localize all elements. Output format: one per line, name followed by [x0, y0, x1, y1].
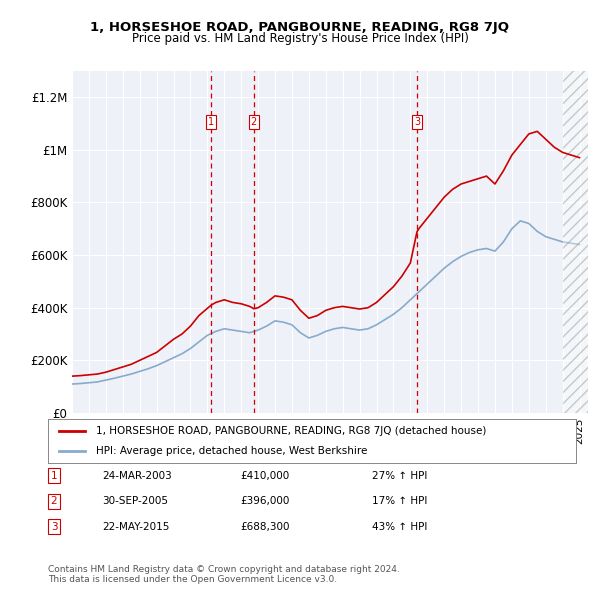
Text: £396,000: £396,000	[240, 496, 289, 506]
Text: 24-MAR-2003: 24-MAR-2003	[102, 471, 172, 481]
Text: Contains HM Land Registry data © Crown copyright and database right 2024.
This d: Contains HM Land Registry data © Crown c…	[48, 565, 400, 584]
Text: Price paid vs. HM Land Registry's House Price Index (HPI): Price paid vs. HM Land Registry's House …	[131, 32, 469, 45]
Text: 30-SEP-2005: 30-SEP-2005	[102, 496, 168, 506]
Text: £688,300: £688,300	[240, 522, 290, 532]
Text: 3: 3	[414, 117, 420, 127]
Text: HPI: Average price, detached house, West Berkshire: HPI: Average price, detached house, West…	[95, 446, 367, 455]
Text: 1, HORSESHOE ROAD, PANGBOURNE, READING, RG8 7JQ (detached house): 1, HORSESHOE ROAD, PANGBOURNE, READING, …	[95, 427, 486, 436]
Text: 17% ↑ HPI: 17% ↑ HPI	[372, 496, 427, 506]
Text: 2: 2	[251, 117, 257, 127]
Bar	[563, 71, 588, 413]
Text: 27% ↑ HPI: 27% ↑ HPI	[372, 471, 427, 481]
Text: 22-MAY-2015: 22-MAY-2015	[102, 522, 169, 532]
Text: 1: 1	[50, 471, 58, 481]
Text: 1: 1	[208, 117, 214, 127]
Text: 43% ↑ HPI: 43% ↑ HPI	[372, 522, 427, 532]
Text: 1, HORSESHOE ROAD, PANGBOURNE, READING, RG8 7JQ: 1, HORSESHOE ROAD, PANGBOURNE, READING, …	[91, 21, 509, 34]
Text: 2: 2	[50, 496, 58, 506]
Text: 3: 3	[50, 522, 58, 532]
Text: £410,000: £410,000	[240, 471, 289, 481]
